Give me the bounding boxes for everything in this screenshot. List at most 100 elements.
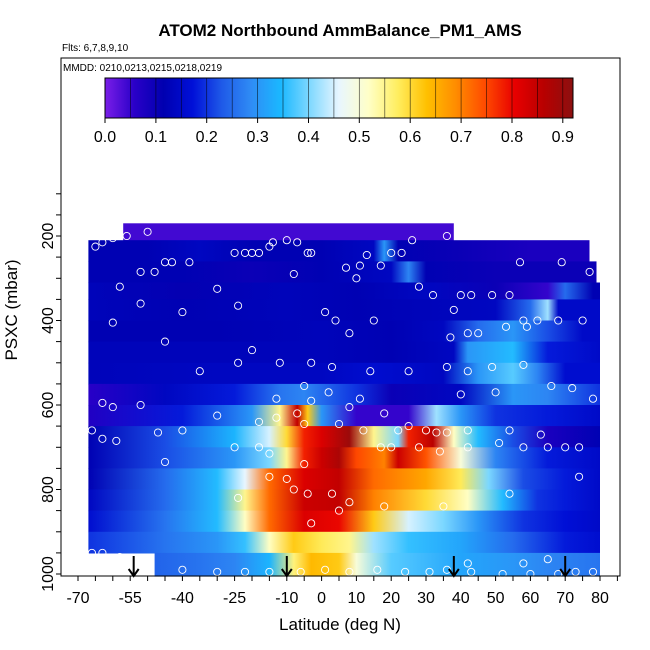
observation-point	[376, 261, 385, 270]
observation-point	[442, 362, 451, 372]
observation-point	[435, 447, 444, 456]
x-tick-label: 20	[382, 590, 400, 607]
colorbar-tick-label: 0.7	[450, 129, 472, 146]
observation-point	[307, 519, 316, 528]
observation-point	[519, 443, 528, 452]
observation-point	[293, 238, 302, 247]
observation-point	[272, 413, 281, 422]
x-tick-label: 50	[487, 590, 505, 607]
observation-point	[282, 236, 291, 245]
observation-point	[442, 231, 451, 241]
observation-point	[467, 291, 476, 300]
observation-point	[606, 567, 615, 576]
observation-point	[98, 548, 107, 557]
heatmap-row	[88, 405, 601, 427]
observation-point	[345, 498, 354, 507]
colorbar-tick-label: 0.2	[196, 129, 218, 146]
x-axis: -70 -55 -40 -25 -10 0 10 20 30 40 50 60 70 80	[66, 576, 618, 607]
x-tick-label: 70	[556, 590, 574, 607]
observation-point	[588, 394, 598, 403]
observation-point	[456, 390, 465, 399]
heatmap-row	[88, 240, 590, 262]
x-tick-label: -40	[171, 590, 194, 607]
heatmap-row	[123, 223, 454, 241]
observation-point	[307, 248, 316, 257]
observation-point	[397, 248, 406, 257]
observation-point	[136, 400, 145, 410]
observation-point	[561, 443, 570, 452]
observation-point	[575, 472, 584, 481]
observation-point	[498, 569, 507, 579]
x-tick-label: 40	[452, 590, 470, 607]
x-tick-label: 10	[348, 590, 366, 607]
observation-point	[122, 231, 131, 241]
observation-point	[366, 367, 375, 376]
observation-point	[98, 434, 107, 443]
observation-point	[307, 396, 316, 405]
observation-point	[345, 403, 354, 412]
observation-point	[387, 248, 396, 257]
observation-point	[408, 236, 417, 245]
observation-point	[108, 318, 117, 327]
flights-subtitle: Flts: 6,7,8,9,10	[62, 43, 129, 54]
observation-point	[543, 443, 552, 452]
observation-point	[98, 398, 107, 407]
heatmap-row	[88, 383, 601, 406]
observation-point	[321, 565, 330, 574]
observation-point	[153, 428, 163, 437]
observation-point	[557, 258, 566, 267]
observation-point	[522, 322, 531, 331]
colorbar-tick-label: 0.1	[145, 129, 167, 146]
observation-point	[195, 367, 204, 376]
observation-point	[515, 258, 525, 267]
x-tick-label: -10	[275, 590, 298, 607]
observation-point	[554, 316, 563, 325]
observation-point	[355, 261, 364, 270]
observation-point	[505, 489, 514, 498]
observation-point	[533, 316, 542, 325]
observation-point	[300, 381, 309, 391]
observation-point	[300, 460, 309, 469]
observation-point	[585, 267, 594, 276]
y-tick-label: 600	[40, 392, 57, 419]
observation-point	[341, 263, 351, 272]
observation-point	[178, 308, 187, 317]
observation-point	[178, 565, 187, 574]
plot-area	[60, 57, 621, 579]
observation-point	[87, 426, 96, 435]
observation-point	[449, 305, 458, 314]
heatmap-row	[88, 362, 601, 385]
observation-point	[578, 316, 587, 325]
observation-point	[474, 329, 483, 338]
observation-point	[463, 329, 472, 338]
observation-point	[362, 250, 371, 260]
observation-point	[150, 267, 159, 276]
observation-point	[519, 316, 528, 325]
colorbar-tick-label: 0.8	[501, 129, 523, 146]
observation-point	[108, 403, 117, 412]
observation-point	[536, 430, 545, 439]
x-tick-label: 0	[317, 590, 326, 607]
observation-point	[414, 282, 424, 291]
heatmap-row	[88, 447, 601, 469]
observation-point	[87, 548, 96, 557]
observation-point	[373, 565, 382, 574]
observation-point	[268, 238, 277, 247]
observation-point	[547, 381, 556, 391]
observation-point	[327, 489, 337, 498]
observation-point	[345, 329, 354, 338]
observation-point	[234, 301, 243, 310]
heatmap-row	[88, 320, 601, 343]
observation-point	[404, 367, 413, 376]
colorbar-tick-label: 0.4	[297, 129, 319, 146]
heatmap-row	[88, 468, 601, 491]
y-axis: 200 400 600 800 1000	[40, 193, 61, 592]
y-tick-label: 400	[40, 307, 57, 334]
observation-point	[334, 419, 344, 429]
colorbar-gradient	[105, 78, 573, 118]
observation-point	[160, 457, 170, 467]
y-tick-label: 800	[40, 476, 57, 503]
x-tick-label: 80	[591, 590, 609, 607]
observation-point	[234, 358, 243, 367]
observation-point	[178, 426, 187, 435]
